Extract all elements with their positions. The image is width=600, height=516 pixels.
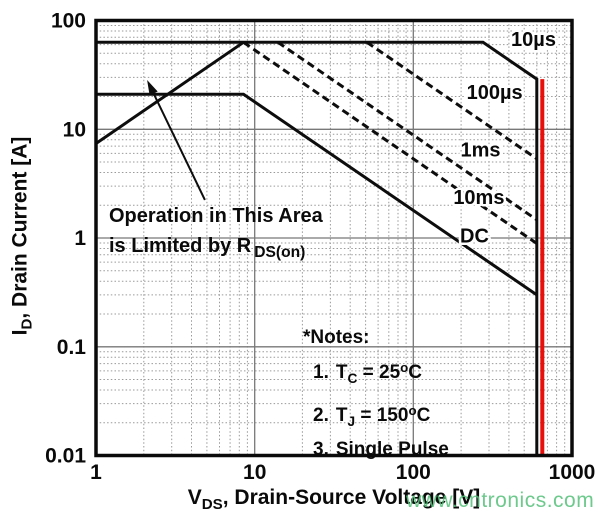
note-tj: 2. TJ = 150oC: [313, 402, 431, 429]
watermark: www.cntronics.com: [406, 489, 595, 512]
y-tick-label: 100: [51, 10, 86, 33]
annotation-arrow-head: [147, 80, 158, 96]
x-axis-text: , Drain-Source Voltage [V]: [222, 486, 481, 509]
x-tick-label: 1: [90, 461, 102, 484]
y-axis-symbol: I: [8, 329, 32, 336]
y-axis-subscript: D: [18, 318, 36, 330]
rdson-annotation-line2: is Limited by R DS(on): [109, 235, 306, 261]
notes-block: *Notes: 1. TC = 25oC 2. TJ = 150oC 3. Singl…: [303, 327, 449, 467]
x-tick-label: 100: [396, 461, 431, 484]
x-axis-label: VDS, Drain-Source Voltage [V]: [96, 486, 572, 513]
y-tick-label: 10: [63, 118, 86, 141]
series-dc: [96, 92, 538, 297]
grid-major-lines: [96, 20, 572, 456]
rdson-annotation: Operation in This Area is Limited by R DS…: [109, 201, 323, 268]
rdson-subscript: DS(on): [254, 244, 306, 261]
series-100us: [366, 41, 538, 161]
curve-label-dc: DC: [460, 226, 489, 248]
y-axis-label: ID, Drain Current [A]: [8, 137, 35, 336]
notes-title: *Notes:: [303, 327, 370, 348]
y-axis-text: , Drain Current [A]: [8, 136, 32, 319]
plot-frame: [94, 18, 574, 458]
note-tc: 1. TC = 25oC: [313, 360, 422, 386]
curve-label-10us: 10µs: [511, 29, 556, 51]
grid-minor-lines: [96, 20, 572, 456]
curve-label-100us: 100µs: [467, 82, 523, 104]
note-single-pulse: 3. Single Pulse: [313, 438, 449, 460]
rdson-annotation-line1: Operation in This Area: [109, 205, 323, 227]
series-10us: [96, 40, 539, 456]
annotation-arrow-line: [152, 93, 206, 201]
y-tick-label: 1: [74, 227, 86, 250]
curve-label-1ms: 1ms: [460, 140, 500, 162]
y-tick-label: 0.1: [57, 336, 87, 359]
x-tick-label: 1000: [549, 461, 596, 484]
series-1ms: [277, 41, 538, 222]
x-axis-subscript: DS: [201, 496, 223, 514]
x-tick-label: 10: [243, 461, 266, 484]
x-axis-symbol: V: [187, 486, 202, 509]
curve-label-10ms: 10ms: [453, 187, 504, 209]
y-tick-label: 0.01: [45, 445, 86, 468]
